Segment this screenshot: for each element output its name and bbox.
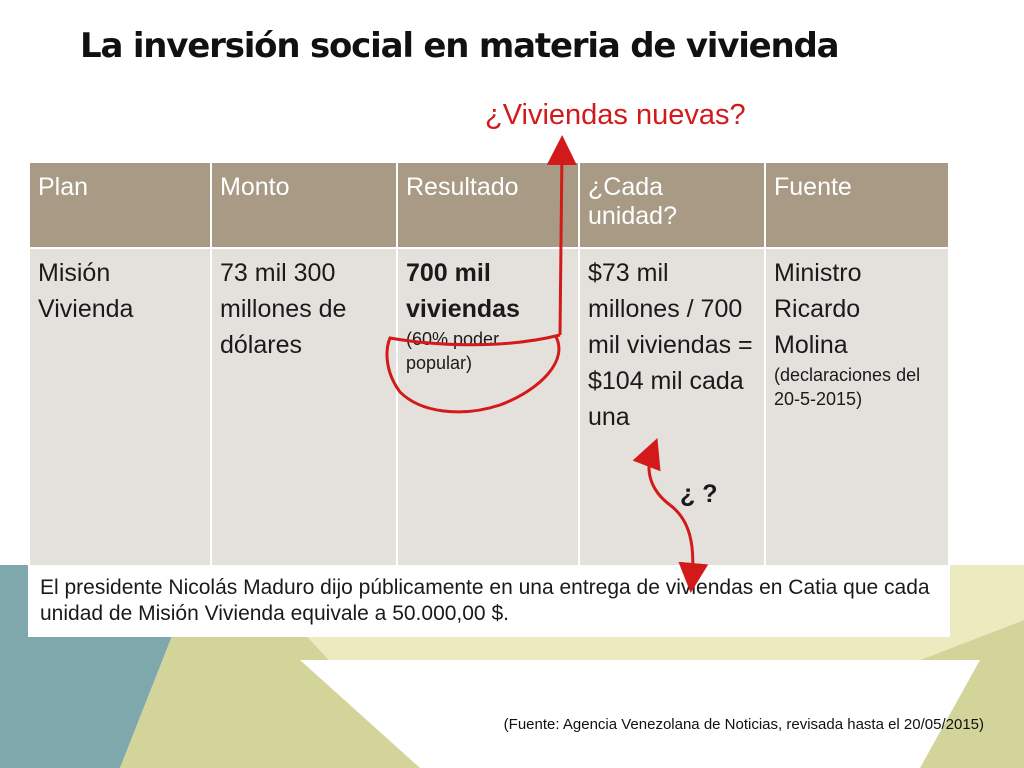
cada-unidad-text: $73 mil millones / 700 mil viviendas = $…: [588, 259, 753, 431]
header-cada-unidad: ¿Cada unidad?: [578, 161, 766, 249]
cell-fuente: Ministro Ricardo Molina (declaraciones d…: [764, 247, 950, 567]
annotation-new-homes: ¿Viviendas nuevas?: [485, 99, 746, 131]
footnote-cell: El presidente Nicolás Maduro dijo públic…: [28, 565, 950, 637]
cell-resultado: 700 mil viviendas (60% poder popular): [396, 247, 580, 567]
cell-plan: Misión Vivienda: [28, 247, 212, 567]
header-plan: Plan: [28, 161, 212, 249]
header-fuente: Fuente: [764, 161, 950, 249]
cell-cada-unidad: $73 mil millones / 700 mil viviendas = $…: [578, 247, 766, 567]
footnote-row: El presidente Nicolás Maduro dijo públic…: [28, 565, 950, 637]
resultado-main: 700 mil viviendas: [406, 259, 520, 323]
resultado-note: (60% poder popular): [406, 329, 500, 373]
white-lower-shape: [300, 660, 980, 768]
header-monto: Monto: [210, 161, 398, 249]
slide-title: La inversión social en materia de vivien…: [80, 26, 840, 66]
fuente-note: (declaraciones del 20-5-2015): [774, 365, 921, 409]
investment-table: Plan Monto Resultado ¿Cada unidad? Fuent…: [28, 161, 950, 637]
annotation-question: ¿ ?: [680, 480, 718, 508]
cell-monto: 73 mil 300 millones de dólares: [210, 247, 398, 567]
source-note: (Fuente: Agencia Venezolana de Noticias,…: [503, 716, 984, 733]
fuente-main: Ministro Ricardo Molina: [774, 259, 862, 359]
table-row: Misión Vivienda 73 mil 300 millones de d…: [28, 247, 950, 567]
header-row: Plan Monto Resultado ¿Cada unidad? Fuent…: [28, 161, 950, 249]
header-resultado: Resultado: [396, 161, 580, 249]
